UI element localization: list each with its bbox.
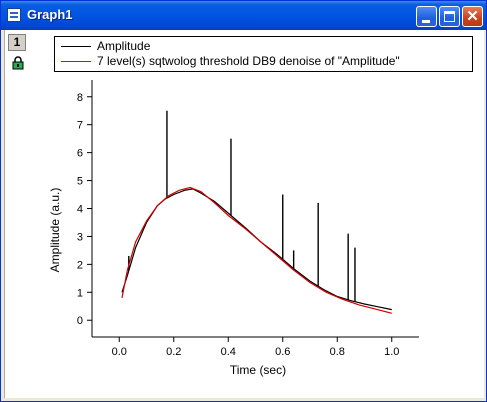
- y-tick-label: 8: [77, 92, 83, 104]
- legend-swatch-black: [61, 46, 91, 48]
- minimize-icon: [422, 20, 430, 23]
- close-button[interactable]: ✕: [462, 6, 483, 27]
- x-tick-label: 0.4: [221, 346, 236, 358]
- maximize-icon: [444, 11, 455, 22]
- y-tick-label: 4: [77, 204, 83, 216]
- y-tick-label: 0: [77, 315, 83, 327]
- graph-page[interactable]: 1 Amplitude 7 level(s) sqtwolog threshol…: [4, 30, 484, 398]
- series-line-amplitude: [121, 188, 392, 311]
- y-tick-label: 5: [77, 176, 83, 188]
- y-tick-label: 1: [77, 287, 83, 299]
- x-tick-label: 0.0: [112, 346, 127, 358]
- y-tick-label: 3: [77, 231, 83, 243]
- legend[interactable]: Amplitude 7 level(s) sqtwolog threshold …: [54, 36, 473, 72]
- legend-entry-amplitude: Amplitude: [61, 39, 150, 55]
- window-title: Graph1: [27, 7, 73, 22]
- x-tick-label: 1.0: [384, 346, 399, 358]
- legend-swatch-red: [61, 61, 91, 63]
- legend-entry-denoised: 7 level(s) sqtwolog threshold DB9 denois…: [61, 54, 400, 70]
- y-tick-label: 7: [77, 120, 83, 132]
- y-tick-label: 2: [77, 259, 83, 271]
- layer-number-tab[interactable]: 1: [8, 34, 26, 51]
- maximize-button[interactable]: [439, 6, 460, 27]
- plot-area[interactable]: 0 1 2 3 4 5 6 7 8 0.0 0.2 0.4 0.6 0.8 1.0: [5, 30, 484, 398]
- y-axis-title: Amplitude (a.u.): [48, 187, 62, 273]
- series-line-denoised: [121, 186, 392, 314]
- title-bar[interactable]: Graph1 ✕: [1, 1, 486, 30]
- x-axis-title: Time (sec): [229, 363, 287, 377]
- x-tick-label: 0.8: [330, 346, 345, 358]
- legend-label: 7 level(s) sqtwolog threshold DB9 denois…: [97, 54, 400, 68]
- graph-window-icon[interactable]: [7, 8, 21, 22]
- legend-label: Amplitude: [97, 39, 151, 53]
- minimize-button[interactable]: [416, 6, 437, 27]
- close-icon: ✕: [466, 8, 479, 25]
- lock-icon[interactable]: [12, 56, 24, 70]
- y-tick-label: 6: [77, 148, 83, 160]
- x-tick-label: 0.2: [166, 346, 181, 358]
- x-tick-label: 0.6: [275, 346, 290, 358]
